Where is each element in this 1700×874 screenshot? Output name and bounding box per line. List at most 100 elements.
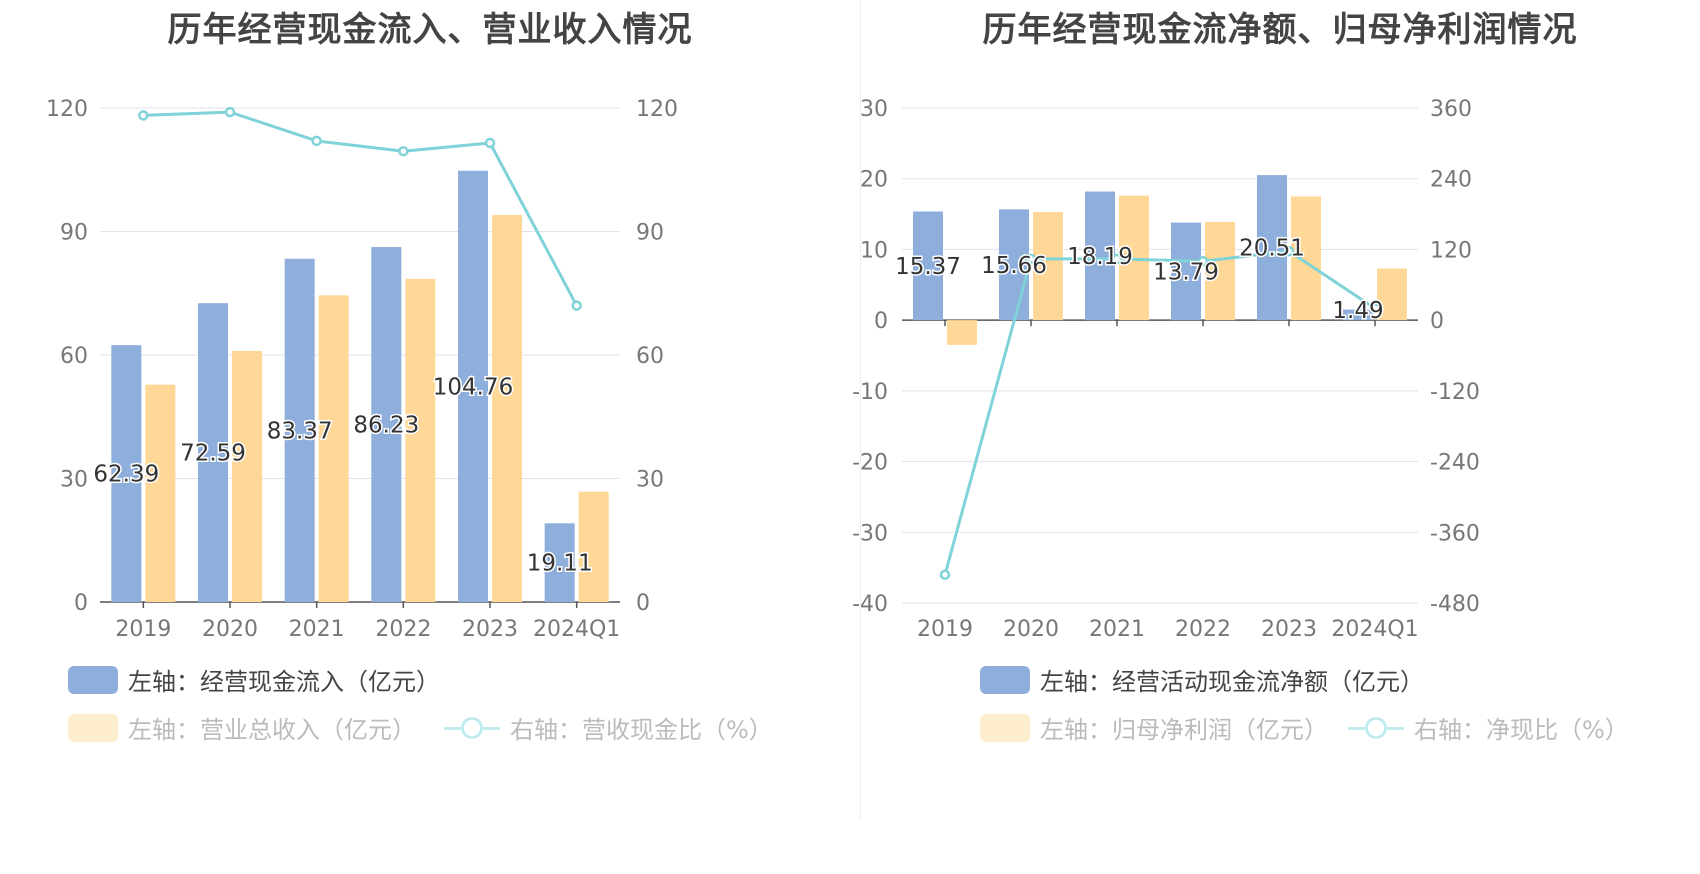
left-axis-tick-label: 120 bbox=[46, 97, 88, 122]
bar-data-label: 62.39 bbox=[93, 462, 159, 488]
left-axis-tick-label: 0 bbox=[874, 309, 888, 334]
bar-data-label: 86.23 bbox=[353, 413, 419, 439]
bar-data-label: 15.37 bbox=[895, 254, 961, 280]
left-axis-tick-label: 90 bbox=[60, 221, 88, 246]
ratio-line bbox=[143, 110, 578, 307]
right-axis-tick-label: 0 bbox=[1430, 309, 1444, 334]
legend-label: 左轴：营业总收入（亿元） bbox=[128, 716, 416, 744]
bar-series-1 bbox=[1343, 309, 1373, 321]
right-axis-tick-label: -240 bbox=[1430, 451, 1480, 476]
panel-divider bbox=[860, 0, 861, 820]
left-axis-tick-label: 0 bbox=[74, 591, 88, 616]
left-axis-tick-label: -40 bbox=[852, 592, 888, 617]
bar-series-2 bbox=[1291, 196, 1321, 321]
ratio-line-point bbox=[138, 110, 149, 121]
legend-label: 右轴：净现比（%） bbox=[1414, 716, 1629, 744]
legend-swatch-bar-blue bbox=[68, 665, 118, 694]
left-chart-svg: 0 0 30 30 60 60 90 90 120 120 2019 2020 2021 2022 2023… bbox=[46, 97, 678, 642]
bar-data-label: 1.49 bbox=[1332, 298, 1383, 324]
legend-item-net-cash-ratio[interactable]: 右轴：净现比（%） bbox=[1348, 710, 1629, 745]
x-axis-category-label: 2021 bbox=[289, 617, 345, 642]
bar-series-2 bbox=[578, 491, 609, 602]
left-axis-tick-label: -20 bbox=[852, 451, 888, 476]
bar-data-label: 72.59 bbox=[180, 441, 246, 467]
legend-label: 左轴：归母净利润（亿元） bbox=[1040, 716, 1328, 744]
right-axis-tick-label: 360 bbox=[1430, 97, 1472, 122]
ratio-line-point bbox=[1111, 253, 1123, 265]
bar-series-1 bbox=[544, 523, 575, 602]
legend-swatch-line bbox=[1348, 714, 1404, 742]
x-axis-category-label: 2021 bbox=[1089, 617, 1145, 642]
legend-label: 左轴：经营现金流入（亿元） bbox=[128, 668, 440, 696]
right-axis-tick-label: -480 bbox=[1430, 592, 1480, 617]
bar-series-2 bbox=[318, 295, 349, 602]
right-axis-tick-label: -120 bbox=[1430, 380, 1480, 405]
ratio-line-point bbox=[1283, 245, 1295, 257]
ratio-line-point bbox=[398, 145, 409, 157]
bar-series-2 bbox=[1377, 268, 1407, 321]
ratio-line-point bbox=[571, 300, 582, 311]
bar-series-1 bbox=[1085, 191, 1115, 321]
left-chart-title: 历年经营现金流入、营业收入情况 bbox=[167, 10, 693, 50]
legend-item-cash-inflow[interactable]: 左轴：经营现金流入（亿元） bbox=[68, 662, 440, 697]
ratio-line bbox=[943, 249, 1376, 576]
bar-series-1 bbox=[1171, 222, 1201, 321]
left-axis-tick-label: 30 bbox=[860, 97, 888, 122]
legend-item-net-profit[interactable]: 左轴：归母净利润（亿元） bbox=[980, 710, 1328, 745]
bar-data-label: 20.51 bbox=[1239, 236, 1305, 262]
x-axis-category-label: 2023 bbox=[462, 617, 518, 642]
right-axis-tick-label: 120 bbox=[636, 97, 678, 122]
legend-swatch-bar-orange bbox=[980, 713, 1030, 742]
ratio-line-point bbox=[311, 135, 322, 147]
ratio-line-point bbox=[484, 137, 496, 149]
left-chart-panel: 历年经营现金流入、营业收入情况 0 0 30 30 60 60 90 90 120 120 2019… bbox=[46, 10, 773, 745]
bar-series-2 bbox=[1033, 211, 1063, 321]
x-axis-category-label: 2022 bbox=[375, 617, 431, 642]
bar-series-1 bbox=[284, 258, 315, 602]
right-chart-panel: 历年经营现金流净额、归母净利润情况 -40 -480 -30 -360 -20 -240 -… bbox=[852, 0, 1700, 874]
legend-item-revenue[interactable]: 左轴：营业总收入（亿元） bbox=[68, 710, 416, 745]
bar-data-label: 19.11 bbox=[527, 551, 593, 577]
bar-series-1 bbox=[913, 211, 943, 321]
legend-item-net-cash[interactable]: 左轴：经营活动现金流净额（亿元） bbox=[980, 662, 1424, 697]
bar-series-2 bbox=[405, 278, 436, 602]
x-axis-category-label: 2019 bbox=[115, 617, 171, 642]
legend-item-ratio[interactable]: 右轴：营收现金比（%） bbox=[444, 710, 773, 745]
bar-series-1 bbox=[371, 247, 402, 602]
left-axis-tick-label: -30 bbox=[852, 521, 888, 546]
bar-data-label: 13.79 bbox=[1153, 259, 1219, 285]
legend-label: 左轴：经营活动现金流净额（亿元） bbox=[1040, 668, 1424, 696]
bar-series-2 bbox=[145, 384, 176, 602]
bar-series-1 bbox=[198, 303, 228, 602]
bar-series-1 bbox=[111, 345, 142, 602]
bar-data-label: 104.76 bbox=[433, 374, 513, 400]
right-chart-svg: -40 -480 -30 -360 -20 -240 -10 -120 0 0 10 120 20 240… bbox=[852, 97, 1480, 642]
legend-label: 右轴：营收现金比（%） bbox=[510, 716, 773, 744]
x-axis-category-label: 2022 bbox=[1175, 617, 1231, 642]
left-axis-tick-label: 30 bbox=[60, 468, 88, 493]
legend-swatch-bar-blue bbox=[980, 665, 1030, 694]
bar-data-label: 18.19 bbox=[1067, 244, 1133, 270]
x-axis-category-label: 2020 bbox=[1003, 617, 1059, 642]
ratio-line-point bbox=[224, 106, 236, 118]
left-axis-tick-label: -10 bbox=[852, 380, 888, 405]
ratio-line-point bbox=[1025, 253, 1037, 265]
right-axis-tick-label: 30 bbox=[636, 468, 664, 493]
right-axis-tick-label: 0 bbox=[636, 591, 650, 616]
bar-series-2 bbox=[492, 215, 522, 603]
legend-swatch-line bbox=[444, 714, 500, 742]
x-axis-category-label: 2023 bbox=[1261, 617, 1317, 642]
bar-series-1 bbox=[458, 170, 488, 602]
right-axis-tick-label: 90 bbox=[636, 221, 664, 246]
bar-series-1 bbox=[999, 209, 1029, 321]
bar-series-2 bbox=[1205, 221, 1235, 321]
right-axis-tick-label: 240 bbox=[1430, 168, 1472, 193]
right-chart-title: 历年经营现金流净额、归母净利润情况 bbox=[982, 10, 1578, 50]
right-axis-tick-label: -360 bbox=[1430, 521, 1480, 546]
ratio-line-point bbox=[939, 569, 951, 580]
legend-swatch-bar-orange bbox=[68, 713, 118, 742]
ratio-line-point bbox=[1197, 255, 1209, 267]
left-axis-tick-label: 10 bbox=[860, 238, 888, 263]
right-axis-tick-label: 120 bbox=[1430, 238, 1472, 263]
bar-data-label: 15.66 bbox=[981, 253, 1047, 279]
